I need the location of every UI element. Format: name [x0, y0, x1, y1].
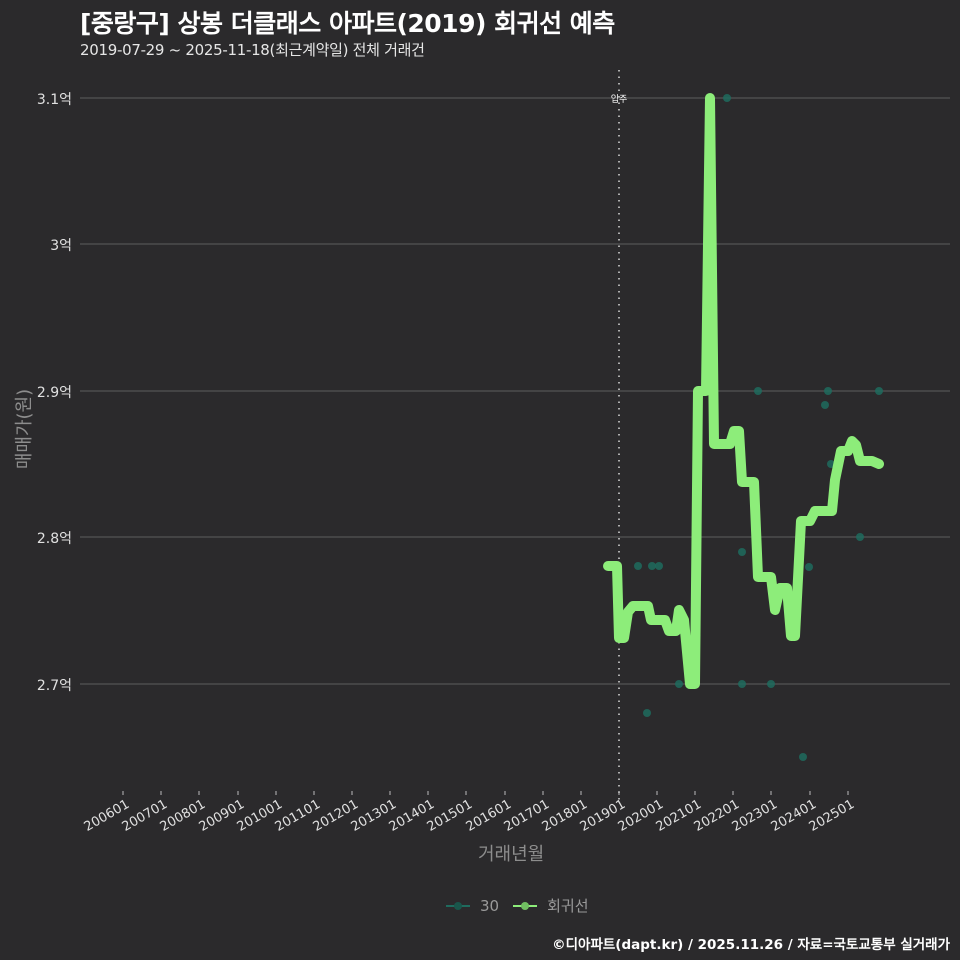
y-tick-label: 2.9억 [36, 385, 72, 401]
regression-line [603, 93, 884, 689]
legend-key-30 [446, 904, 470, 907]
y-tick-label: 2.7억 [36, 678, 72, 694]
chart-title: [중랑구] 상봉 더클래스 아파트(2019) 회귀선 예측 [80, 9, 615, 38]
x-tick-marks [122, 791, 849, 795]
source-credit: ©디아파트(dapt.kr) / 2025.11.26 / 자료=국토교통부 실… [552, 937, 950, 953]
y-tick-label: 3억 [50, 238, 72, 254]
legend: 30 회귀선 [446, 895, 603, 916]
y-tick-label: 2.8억 [36, 531, 72, 547]
gridlines [80, 97, 950, 685]
move-in-marker-label: 입주 [611, 93, 628, 105]
y-tick-label: 3.1억 [36, 92, 72, 108]
legend-key-regression [513, 904, 538, 907]
chart-subtitle: 2019-07-29 ~ 2025-11-18(최근계약일) 전체 거래건 [80, 41, 425, 59]
x-axis-label: 거래년월 [478, 844, 545, 865]
scatter-series-30 [634, 94, 883, 761]
legend-label-regression: 회귀선 [547, 897, 589, 915]
legend-label-30: 30 [480, 896, 500, 915]
